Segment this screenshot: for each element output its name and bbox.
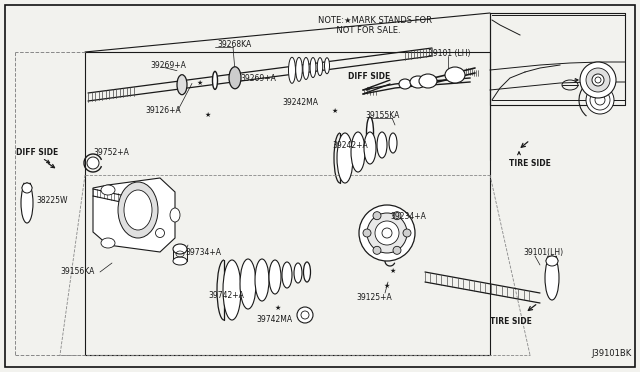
Ellipse shape [445, 67, 465, 83]
Text: NOTE:★MARK STANDS FOR: NOTE:★MARK STANDS FOR [318, 16, 432, 25]
Ellipse shape [229, 67, 241, 89]
Ellipse shape [212, 71, 218, 89]
Ellipse shape [546, 256, 558, 266]
Text: 39155KA: 39155KA [365, 110, 399, 119]
Circle shape [586, 86, 614, 114]
Circle shape [403, 229, 411, 237]
Text: 39742MA: 39742MA [256, 315, 292, 324]
Text: DIFF SIDE: DIFF SIDE [348, 71, 390, 80]
Circle shape [359, 205, 415, 261]
Text: J39101BK: J39101BK [592, 349, 632, 358]
Text: 39101 (LH): 39101 (LH) [428, 48, 470, 58]
Text: TIRE SIDE: TIRE SIDE [509, 158, 551, 167]
Ellipse shape [22, 183, 32, 193]
Ellipse shape [399, 79, 411, 89]
Text: 39156KA: 39156KA [60, 267, 94, 276]
Text: NOT FOR SALE.: NOT FOR SALE. [318, 26, 401, 35]
Polygon shape [93, 178, 175, 252]
Text: ★: ★ [275, 305, 281, 311]
Circle shape [592, 74, 604, 86]
Circle shape [393, 212, 401, 220]
Circle shape [586, 68, 610, 92]
Ellipse shape [410, 76, 426, 88]
Ellipse shape [294, 263, 302, 283]
Ellipse shape [337, 133, 353, 183]
Circle shape [393, 246, 401, 254]
Ellipse shape [173, 244, 187, 254]
Circle shape [373, 246, 381, 254]
Circle shape [156, 228, 164, 237]
Circle shape [363, 229, 371, 237]
Text: 39125+A: 39125+A [356, 294, 392, 302]
Ellipse shape [351, 132, 365, 172]
Text: 39268KA: 39268KA [217, 39, 252, 48]
Ellipse shape [297, 307, 313, 323]
Text: 39101(LH): 39101(LH) [523, 248, 563, 257]
Ellipse shape [289, 57, 296, 83]
Circle shape [580, 62, 616, 98]
Ellipse shape [282, 262, 292, 288]
Text: ★: ★ [384, 283, 390, 289]
Ellipse shape [101, 238, 115, 248]
Text: 38225W: 38225W [36, 196, 67, 205]
Text: ★: ★ [205, 112, 211, 118]
Circle shape [367, 213, 407, 253]
Ellipse shape [118, 182, 158, 238]
Text: 39242MA: 39242MA [282, 97, 318, 106]
Ellipse shape [124, 190, 152, 230]
Text: ★: ★ [390, 268, 396, 274]
Ellipse shape [173, 257, 187, 265]
Ellipse shape [101, 185, 115, 195]
Ellipse shape [419, 74, 437, 88]
Ellipse shape [223, 260, 241, 320]
Text: 39269+A: 39269+A [240, 74, 276, 83]
Circle shape [375, 221, 399, 245]
Text: TIRE SIDE: TIRE SIDE [490, 317, 532, 327]
Ellipse shape [303, 58, 309, 80]
Ellipse shape [389, 133, 397, 153]
Ellipse shape [317, 58, 323, 76]
Ellipse shape [377, 132, 387, 158]
Text: 39234+A: 39234+A [390, 212, 426, 221]
Text: 39126+A: 39126+A [145, 106, 180, 115]
Ellipse shape [324, 58, 330, 74]
Ellipse shape [170, 208, 180, 222]
Ellipse shape [269, 260, 281, 294]
Ellipse shape [240, 259, 256, 309]
Ellipse shape [545, 256, 559, 300]
Text: 39269+A: 39269+A [150, 61, 186, 70]
Ellipse shape [177, 75, 187, 95]
Ellipse shape [364, 132, 376, 164]
Ellipse shape [310, 58, 316, 78]
Text: 39752+A: 39752+A [93, 148, 129, 157]
Text: DIFF SIDE: DIFF SIDE [16, 148, 58, 157]
Circle shape [87, 157, 99, 169]
Text: 39734+A: 39734+A [185, 247, 221, 257]
Text: ★: ★ [197, 80, 203, 86]
Text: 39742+A: 39742+A [208, 292, 244, 301]
Text: ★: ★ [332, 108, 338, 114]
Ellipse shape [303, 262, 310, 282]
Ellipse shape [367, 117, 374, 147]
Text: 39242+A: 39242+A [332, 141, 368, 150]
Ellipse shape [255, 259, 269, 301]
Ellipse shape [296, 57, 302, 81]
Ellipse shape [21, 183, 33, 223]
Circle shape [373, 212, 381, 220]
